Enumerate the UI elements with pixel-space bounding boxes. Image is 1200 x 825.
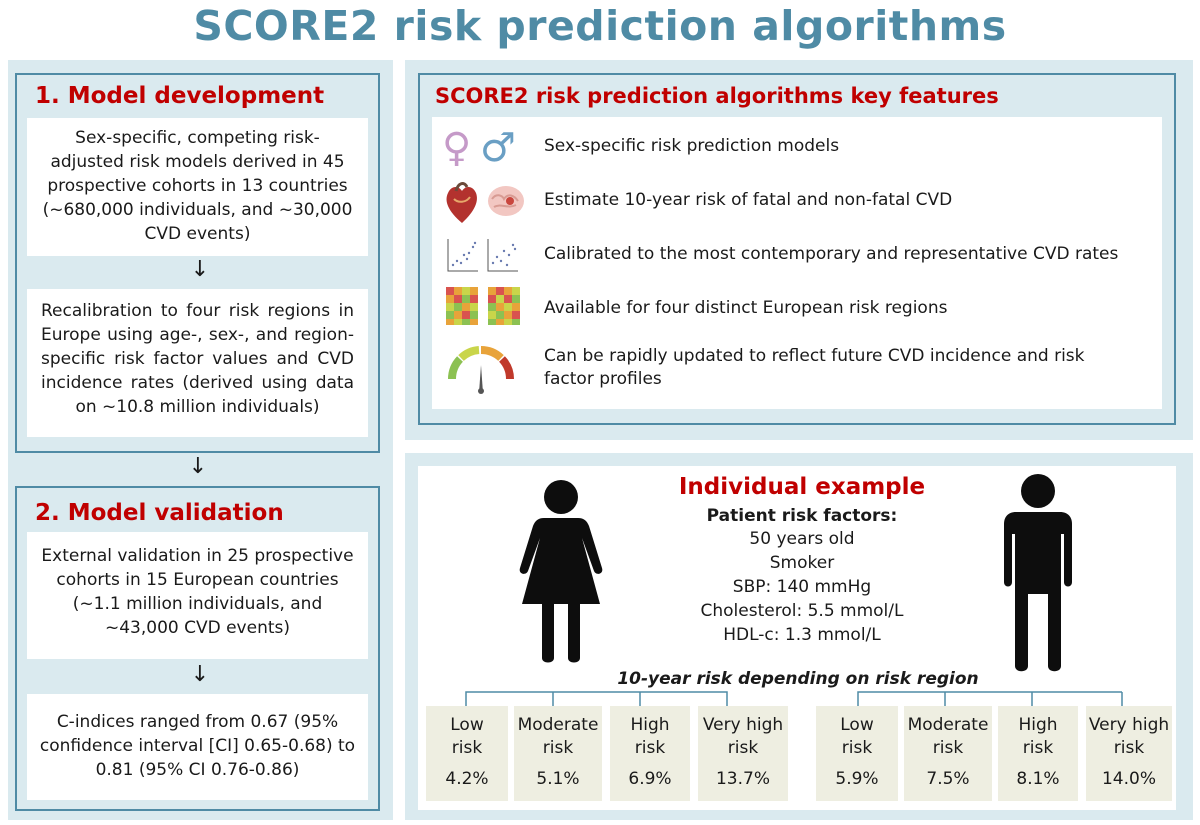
individual-example-heading: Individual example [678,474,926,500]
female-symbol-icon: ♀ [442,125,472,171]
risk-value: 5.9% [835,769,879,789]
feature-text: Can be rapidly updated to reflect future… [544,346,1085,389]
arrow-down-icon: ↓ [188,454,208,479]
risk-label: Moderate risk [907,715,989,758]
risk-label: High risk [1018,715,1058,758]
risk-label: High risk [630,715,670,758]
risk-factor: Cholesterol: 5.5 mmol/L [700,601,904,621]
model-development-box: 1. Model development Sex-specific, compe… [15,73,380,453]
risk-value: 4.2% [445,769,489,789]
validation-step-1-text: External validation in 25 prospective co… [41,546,354,638]
arrow-down-icon: ↓ [190,257,210,282]
risk-card: High risk 8.1% [998,706,1078,801]
heatmap-icon [444,285,524,327]
sex-symbols-icon: ♀ ♂ [442,125,522,171]
risk-caption: 10-year risk depending on risk region [617,669,979,689]
risk-value: 13.7% [715,769,770,789]
connector-lines [465,691,1123,706]
risk-value: 6.9% [628,769,672,789]
risk-card: Very high risk 13.7% [698,706,788,801]
risk-factor-list: 50 years old Smoker SBP: 140 mmHg Choles… [618,527,986,647]
heart-brain-icon [442,179,527,227]
validation-step-2-text: C-indices ranged from 0.67 (95% confiden… [39,712,356,780]
development-step-1-text: Sex-specific, competing risk-adjusted ri… [42,128,353,244]
risk-value: 5.1% [536,769,580,789]
patient-risk-factors-heading: Patient risk factors: [706,506,898,526]
risk-label: Low risk [450,715,484,758]
risk-card: High risk 6.9% [610,706,690,801]
risk-label: Low risk [840,715,874,758]
validation-step-1: External validation in 25 prospective co… [27,532,368,659]
risk-card: Low risk 5.9% [816,706,898,801]
male-figure-icon [1004,474,1072,672]
risk-card: Moderate risk 7.5% [904,706,992,801]
key-features-box: SCORE2 risk prediction algorithms key fe… [418,73,1176,425]
model-development-heading: 1. Model development [35,83,325,109]
female-figure-icon [519,480,603,663]
risk-factor: HDL-c: 1.3 mmol/L [723,625,881,645]
development-step-2-text: Recalibration to four risk regions in Eu… [41,301,354,417]
key-features-heading: SCORE2 risk prediction algorithms key fe… [435,84,999,108]
male-symbol-icon: ♂ [480,125,516,171]
risk-value: 7.5% [926,769,970,789]
feature-text: Estimate 10-year risk of fatal and non-f… [544,190,953,210]
feature-text: Calibrated to the most contemporary and … [544,244,1119,264]
risk-label: Moderate risk [517,715,599,758]
risk-factor: 50 years old [749,529,855,549]
feature-text: Available for four distinct European ris… [544,298,948,318]
scatter-plot-icon [444,235,524,275]
page-title: SCORE2 risk prediction algorithms [193,2,1007,50]
validation-step-2: C-indices ranged from 0.67 (95% confiden… [27,694,368,800]
risk-label: Very high risk [1088,715,1170,758]
development-step-2: Recalibration to four risk regions in Eu… [27,289,368,437]
risk-card: Moderate risk 5.1% [514,706,602,801]
feature-text: Sex-specific risk prediction models [544,136,840,156]
key-features-list: ♀ ♂ Sex-specific risk prediction models … [432,117,1162,409]
risk-label: Very high risk [702,715,784,758]
development-step-1: Sex-specific, competing risk-adjusted ri… [27,118,368,256]
risk-value: 8.1% [1016,769,1060,789]
individual-example-box: Individual example Patient risk factors:… [418,466,1176,810]
gauge-icon [446,343,516,397]
arrow-down-icon: ↓ [190,662,210,687]
model-validation-heading: 2. Model validation [35,500,284,526]
model-validation-box: 2. Model validation External validation … [15,486,380,811]
risk-value: 14.0% [1101,769,1156,789]
risk-card: Very high risk 14.0% [1086,706,1172,801]
risk-factor: Smoker [769,553,835,573]
risk-factor: SBP: 140 mmHg [732,577,872,597]
risk-card: Low risk 4.2% [426,706,508,801]
